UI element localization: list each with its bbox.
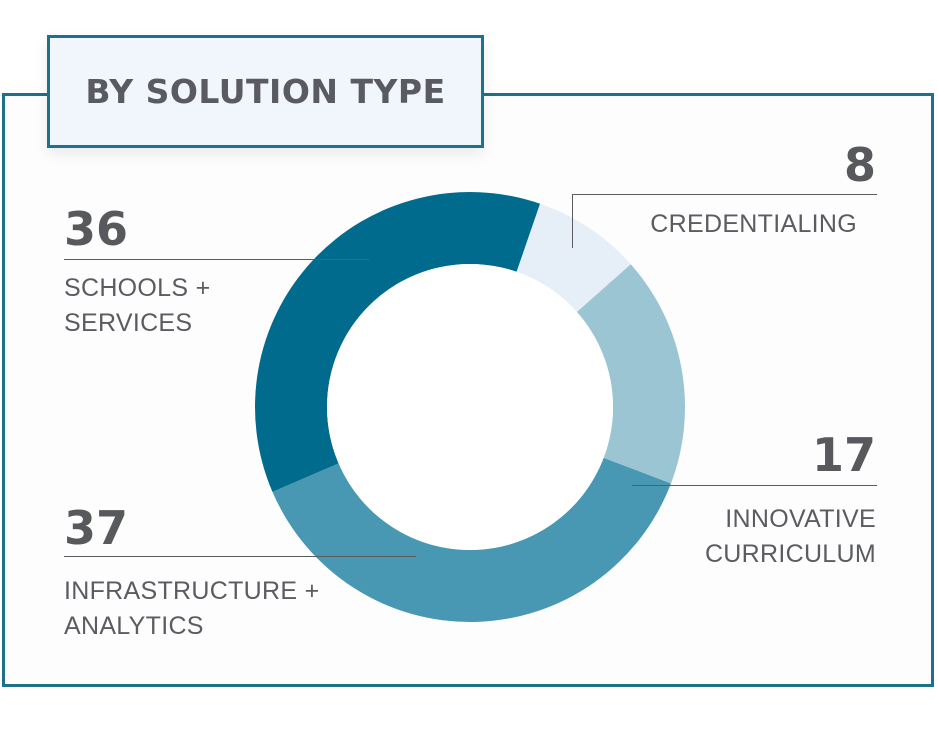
value-innovative-curriculum: 17 — [811, 428, 876, 482]
slice-infrastructure-analytics — [272, 457, 671, 622]
slice-innovative-curriculum — [576, 264, 685, 484]
chart-title: BY SOLUTION TYPE — [85, 72, 446, 111]
leader-line-infrastructure-analytics — [64, 556, 416, 557]
label-credentialing-line-1: CREDENTIALING — [650, 210, 857, 238]
label-schools-services: SCHOOLS + SERVICES — [64, 271, 211, 341]
label-infrastructure-analytics-line-2: ANALYTICS — [64, 612, 204, 640]
label-innovative-curriculum-line-2: CURRICULUM — [704, 540, 876, 568]
label-innovative-curriculum: INNOVATIVE CURRICULUM — [705, 502, 876, 572]
value-credentialing: 8 — [843, 138, 876, 192]
value-schools-services: 36 — [64, 202, 129, 256]
label-innovative-curriculum-line-1: INNOVATIVE — [725, 505, 876, 533]
label-credentialing: CREDENTIALING — [650, 207, 857, 242]
label-schools-services-line-1: SCHOOLS + — [64, 274, 211, 302]
leader-line-credentialing — [572, 194, 877, 195]
slice-schools-services — [255, 192, 540, 492]
slice-credentialing — [516, 203, 631, 313]
leader-line-innovative-curriculum — [632, 485, 877, 486]
leader-line-schools-services — [64, 259, 370, 260]
donut-hole — [327, 264, 613, 550]
label-infrastructure-analytics: INFRASTRUCTURE + ANALYTICS — [64, 574, 320, 644]
leader-tick-credentialing — [572, 194, 573, 248]
label-schools-services-line-2: SERVICES — [64, 309, 193, 337]
value-infrastructure-analytics: 37 — [64, 501, 129, 555]
title-box: BY SOLUTION TYPE — [47, 35, 484, 148]
label-infrastructure-analytics-line-1: INFRASTRUCTURE + — [64, 577, 320, 605]
